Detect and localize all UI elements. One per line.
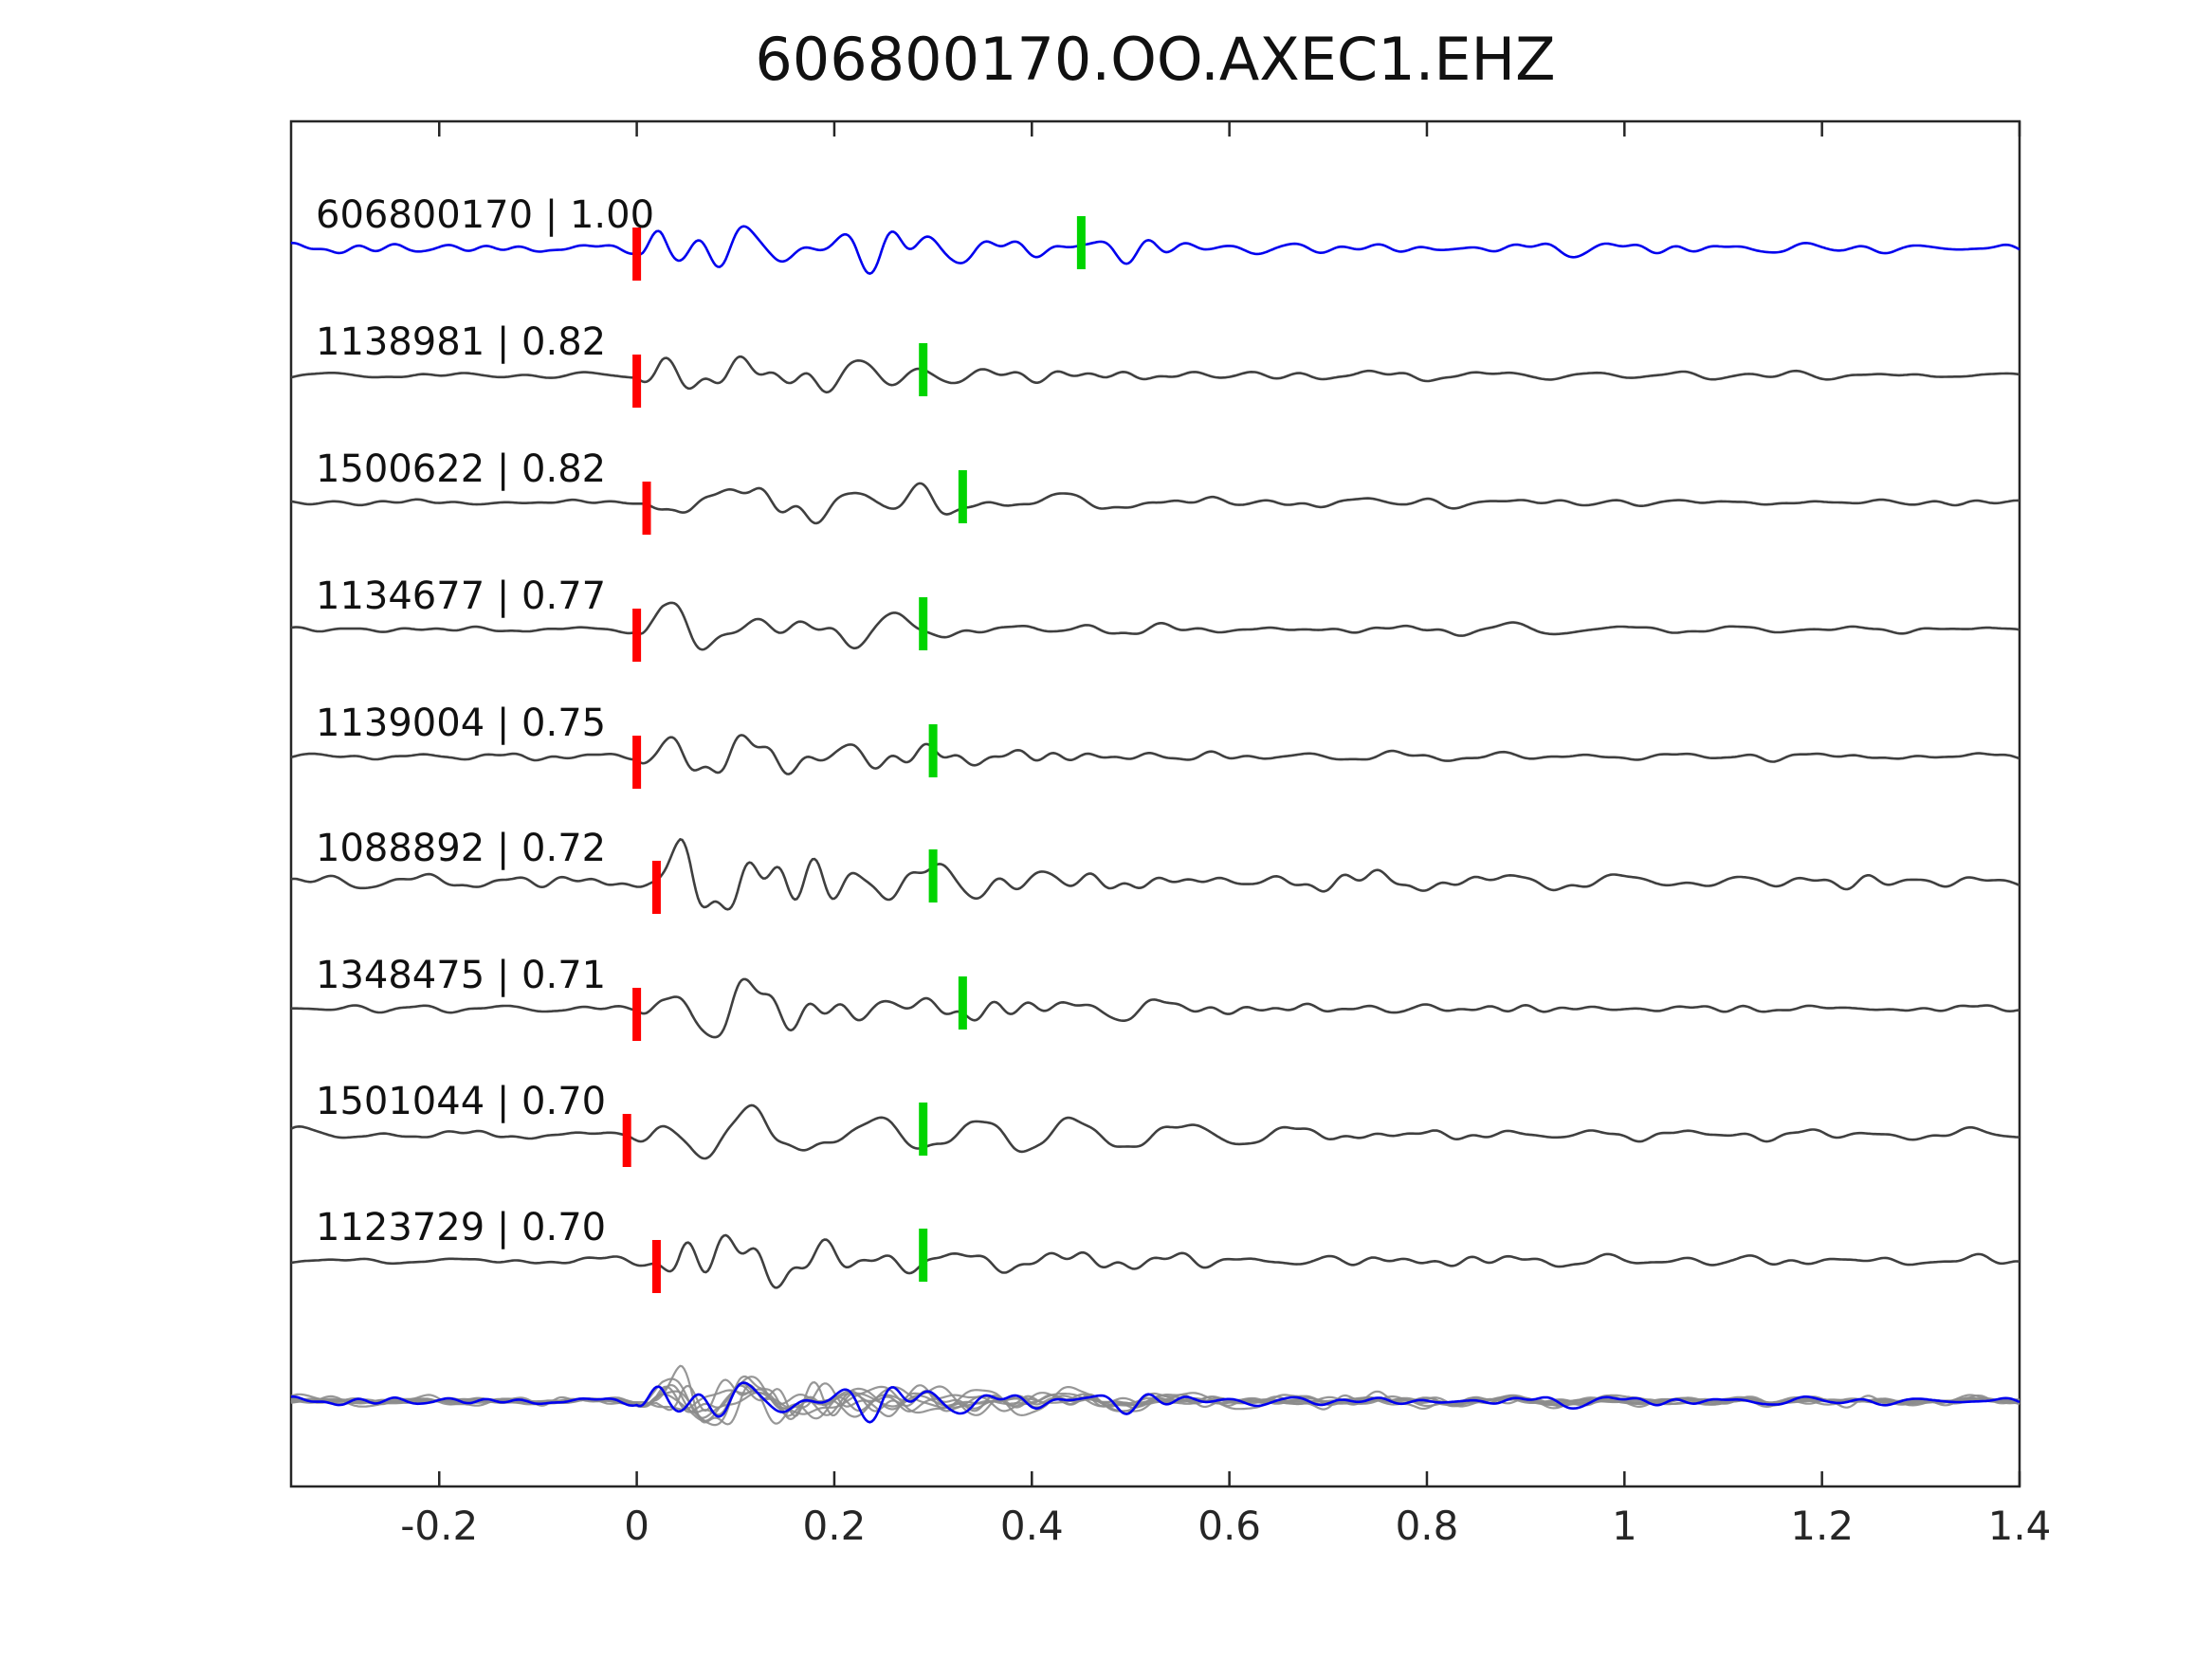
trace-label: 1134677 | 0.77 <box>316 574 606 618</box>
waveform-trace <box>290 1103 2020 1160</box>
red-pick-marker <box>632 228 642 281</box>
waveform-trace <box>291 225 2020 275</box>
trace-label: 1123729 | 0.70 <box>316 1206 606 1249</box>
overlay-trace <box>290 1364 2020 1426</box>
green-pick-marker <box>919 1103 928 1156</box>
waveform-trace <box>290 1233 2020 1289</box>
green-pick-marker <box>928 849 938 902</box>
red-pick-marker <box>642 482 651 535</box>
chart-title: 606800170.OO.AXEC1.EHZ <box>755 25 1556 94</box>
x-tick-label: 0.8 <box>1396 1503 1459 1549</box>
green-pick-marker <box>958 976 967 1030</box>
green-pick-marker <box>919 1229 928 1282</box>
green-pick-marker <box>958 470 967 523</box>
waveform-trace <box>290 977 2020 1039</box>
waveform-trace <box>290 355 2020 394</box>
red-pick-marker <box>632 355 642 408</box>
x-tick-label: 0.6 <box>1197 1503 1261 1549</box>
waveform-trace <box>290 837 2020 911</box>
trace-label: 1348475 | 0.71 <box>316 954 606 997</box>
x-tick-label: 1 <box>1612 1503 1637 1549</box>
trace-label: 1501044 | 0.70 <box>316 1080 606 1123</box>
waveform-trace <box>290 482 2020 525</box>
overlay-template-trace <box>290 1381 2020 1424</box>
x-tick-label: 1.2 <box>1790 1503 1854 1549</box>
red-pick-marker <box>651 861 661 914</box>
x-tick-label: 0.2 <box>803 1503 867 1549</box>
trace-label: 1139004 | 0.75 <box>316 702 606 745</box>
green-pick-marker <box>919 597 928 650</box>
red-pick-marker <box>632 988 642 1041</box>
waveform-trace <box>290 734 2020 775</box>
x-tick-label: 0.4 <box>1000 1503 1064 1549</box>
green-pick-marker <box>928 724 938 777</box>
x-tick-label: -0.2 <box>400 1503 478 1549</box>
red-pick-marker <box>622 1114 631 1167</box>
red-pick-marker <box>632 736 642 789</box>
plot-border <box>289 119 2021 1488</box>
trace-label: 606800170 | 1.00 <box>316 193 654 237</box>
trace-label: 1088892 | 0.72 <box>316 827 606 870</box>
red-pick-marker <box>632 609 642 662</box>
x-tick-label: 1.4 <box>1988 1503 2052 1549</box>
x-tick-label: 0 <box>624 1503 649 1549</box>
waveform-trace <box>290 601 2020 651</box>
green-pick-marker <box>1076 216 1086 269</box>
red-pick-marker <box>651 1240 661 1293</box>
trace-label: 1500622 | 0.82 <box>316 447 606 491</box>
trace-label: 1138981 | 0.82 <box>316 320 606 364</box>
green-pick-marker <box>919 343 928 396</box>
